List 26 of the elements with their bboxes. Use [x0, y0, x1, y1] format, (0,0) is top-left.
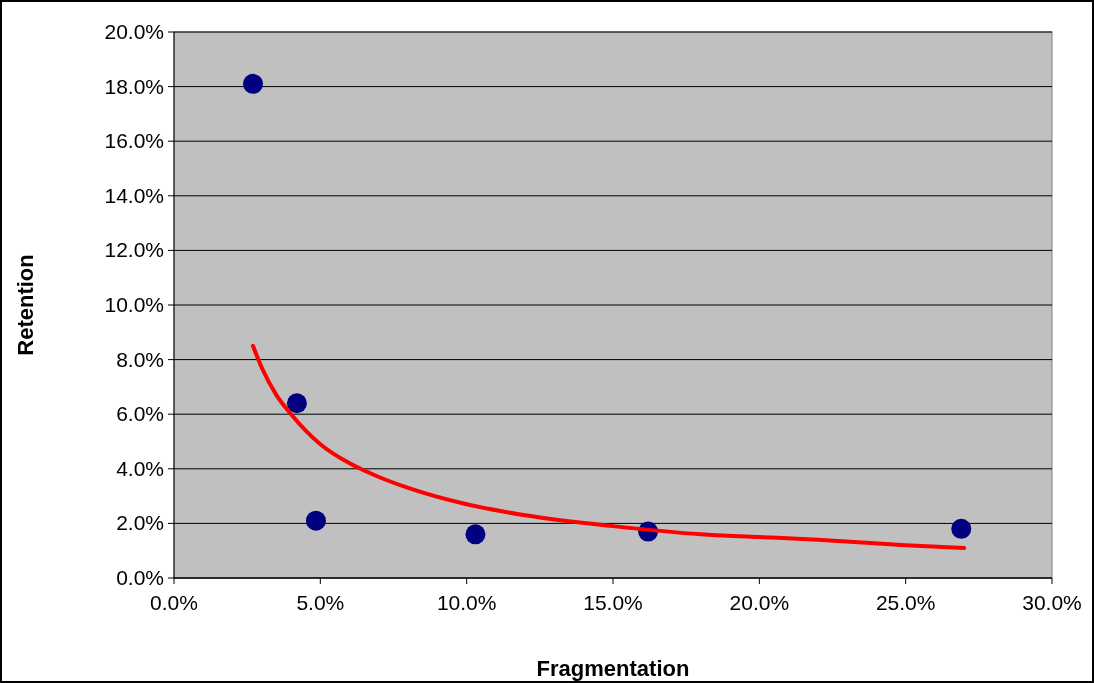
y-tick-label: 2.0% [116, 511, 164, 535]
x-tick-label: 10.0% [436, 591, 497, 614]
y-tick-label: 18.0% [104, 74, 164, 98]
x-tick-label: 15.0% [583, 591, 643, 614]
x-tick-label: 5.0% [296, 591, 345, 614]
y-tick-label: 12.0% [104, 238, 164, 262]
x-tick-label: 25.0% [875, 591, 936, 614]
point [243, 73, 264, 94]
y-tick-label: 0.0% [116, 566, 164, 589]
point [951, 518, 972, 539]
x-tick-label: 20.0% [729, 591, 790, 614]
x-axis-title: Fragmentation [536, 656, 690, 681]
x-tick-label: 30.0% [1022, 591, 1082, 614]
y-axis-title: Retention [13, 254, 38, 356]
y-tick-label: 16.0% [104, 129, 164, 153]
y-tick-label: 20.0% [104, 20, 164, 43]
point [286, 393, 307, 414]
y-tick-label: 14.0% [104, 183, 164, 207]
y-tick-label: 4.0% [116, 456, 164, 480]
x-tick-label: 0.0% [150, 591, 198, 614]
point [305, 510, 326, 531]
y-tick-label: 10.0% [104, 293, 164, 316]
y-tick-label: 6.0% [116, 402, 164, 426]
line-series [251, 343, 967, 550]
point [465, 524, 486, 545]
y-tick-label: 8.0% [116, 347, 164, 371]
